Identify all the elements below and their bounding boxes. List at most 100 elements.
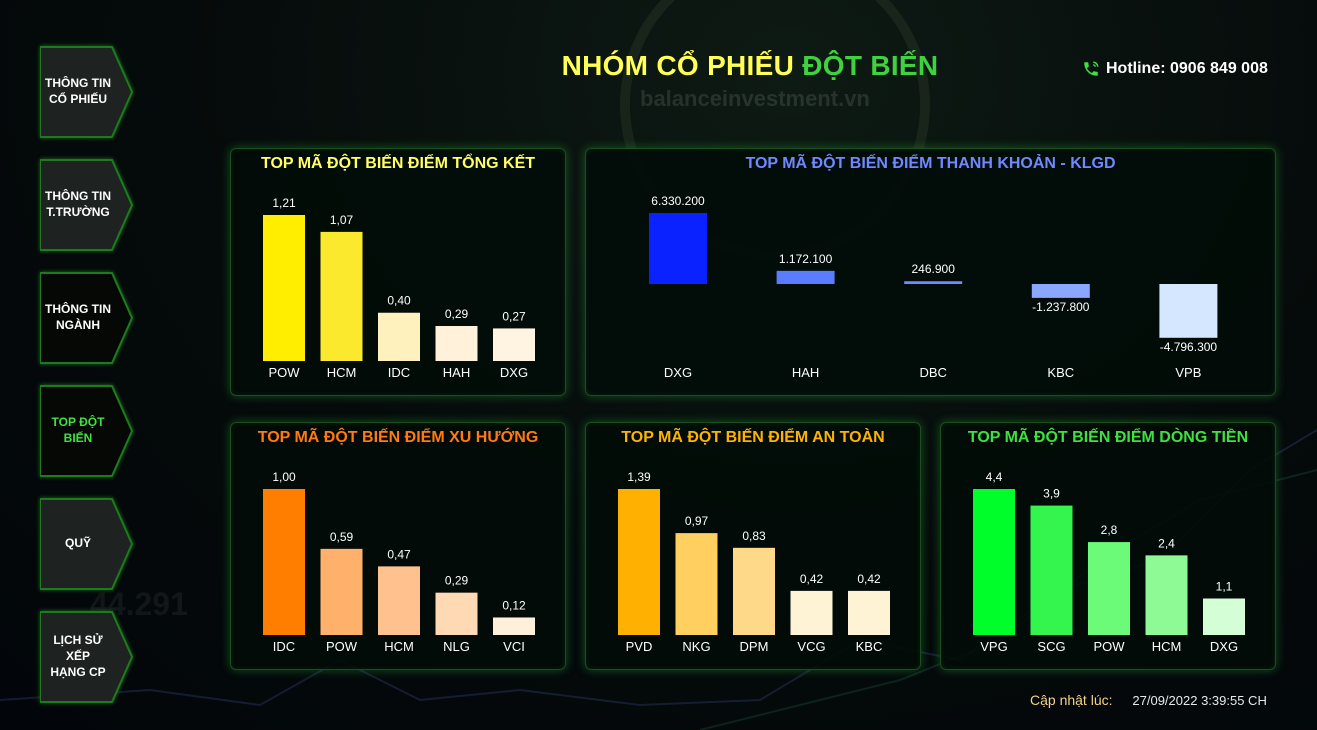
bar-vpg (973, 489, 1015, 635)
data-label: 1,39 (627, 470, 651, 484)
category-label: KBC (856, 639, 883, 654)
data-label: 1.172.100 (779, 252, 833, 266)
data-label: -4.796.300 (1160, 340, 1218, 354)
data-label: 0,40 (387, 294, 411, 308)
nav-label-line1: LỊCH SỬ XẾP (53, 633, 103, 663)
nav-label-line1: THÔNG TIN (45, 76, 111, 90)
data-label: 0,59 (330, 530, 354, 544)
category-label: PVD (626, 639, 653, 654)
category-label: DPM (740, 639, 769, 654)
hotline[interactable]: Hotline: 0906 849 008 (1082, 60, 1268, 78)
nav-lich-su-xep-hang[interactable]: LỊCH SỬ XẾP HẠNG CP (40, 611, 134, 703)
bar-pow (263, 215, 305, 361)
category-label: HAH (443, 365, 470, 380)
data-label: 0,12 (502, 598, 526, 612)
data-label: 6.330.200 (651, 194, 705, 208)
nav-tab-shape (40, 272, 134, 364)
category-label: VPG (980, 639, 1007, 654)
bar-hcm (378, 566, 420, 635)
nav-tab-shape (40, 159, 134, 251)
chart-tong-ket: 1,21 POW 1,07 HCM 0,40 IDC 0,29 HAH 0,27 DXG (263, 196, 535, 380)
category-label: DXG (664, 365, 692, 380)
bar-pow (320, 548, 363, 635)
category-label: VCG (797, 639, 825, 654)
category-label: POW (1093, 639, 1125, 654)
bar-idc (378, 312, 420, 361)
data-label: 1,21 (272, 196, 296, 210)
bar-dxg (649, 213, 707, 284)
bar-dpm (733, 547, 775, 635)
page-title-part2: ĐỘT BIẾN (802, 50, 939, 81)
bar-hcm (320, 231, 363, 361)
data-label: 3,9 (1043, 487, 1060, 501)
category-label: VPB (1175, 365, 1201, 380)
bar-vpb (1159, 284, 1218, 338)
data-label: 246.900 (912, 262, 956, 276)
category-label: HAH (792, 365, 819, 380)
data-label: -1.237.800 (1032, 300, 1090, 314)
nav-label: QUỸ (40, 498, 114, 588)
nav-label-line2: BIẾN (63, 431, 93, 445)
nav-label: THÔNG TIN NGÀNH (40, 272, 114, 362)
nav-thong-tin-thi-truong[interactable]: THÔNG TIN T.TRƯỜNG (40, 159, 134, 251)
chart-title: TOP MÃ ĐỘT BIẾN ĐIỂM AN TOÀN (621, 429, 885, 446)
data-label: 1,00 (272, 470, 296, 484)
data-label: 2,8 (1101, 523, 1118, 537)
nav-thong-tin-nganh[interactable]: THÔNG TIN NGÀNH (40, 272, 134, 364)
nav-label-line1: THÔNG TIN (45, 189, 111, 203)
chart-dong-tien: 4,4 VPG 3,9 SCG 2,8 POW 2,4 HCM 1,1 DXG (973, 470, 1245, 654)
data-label: 0,27 (502, 309, 526, 323)
chart-panel-xu-huong: TOP MÃ ĐỘT BIẾN ĐIỂM XU HƯỚNG 1,00 IDC 0,5… (230, 422, 566, 670)
data-label: 0,29 (445, 574, 469, 588)
chart-panel-dong-tien: TOP MÃ ĐỘT BIẾN ĐIỂM DÒNG TIỀN 4,4 VPG 3,9… (940, 422, 1276, 670)
data-label: 0,42 (857, 572, 881, 586)
nav-thong-tin-co-phieu[interactable]: THÔNG TIN CỔ PHIẾU (40, 46, 134, 138)
chart-thanh-khoan: 6.330.200 DXG 1.172.100 HAH 246.900 DBC -1.237… (649, 194, 1218, 380)
category-label: HCM (384, 639, 414, 654)
nav-label-line2: CỔ PHIẾU (48, 92, 107, 106)
nav-quy[interactable]: QUỸ (40, 498, 134, 590)
bar-vci (493, 617, 535, 635)
chart-panel-thanh-khoan: TOP MÃ ĐỘT BIẾN ĐIỂM THANH KHOẢN - KLGD … (585, 148, 1276, 396)
page-title: NHÓM CỔ PHIẾU ĐỘT BIẾN (480, 50, 1020, 82)
bar-pvd (618, 489, 660, 635)
bar-hcm (1145, 555, 1188, 635)
data-label: 0,97 (685, 514, 709, 528)
nav-label: TOP ĐỘT BIẾN (40, 385, 114, 475)
bar-nlg (435, 592, 478, 635)
nav-tab-shape (40, 46, 134, 138)
data-label: 2,4 (1158, 536, 1175, 550)
category-label: SCG (1037, 639, 1065, 654)
updated-label: Cập nhật lúc: (1030, 692, 1113, 708)
nav-tab-shape (40, 385, 134, 477)
category-label: HCM (327, 365, 357, 380)
bar-hah (776, 270, 835, 284)
nav-top-dot-bien[interactable]: TOP ĐỘT BIẾN (40, 385, 134, 477)
category-label: IDC (273, 639, 295, 654)
bar-dxg (1203, 598, 1245, 635)
chart-panel-tong-ket: TOP MÃ ĐỘT BIẾN ĐIỂM TỔNG KẾT 1,21 POW 1,0… (230, 148, 566, 396)
bar-dxg (493, 328, 535, 361)
data-label: 0,47 (387, 547, 411, 561)
data-label: 4,4 (986, 470, 1003, 484)
bar-nkg (675, 533, 718, 635)
category-label: VCI (503, 639, 525, 654)
hotline-text: Hotline: 0906 849 008 (1106, 60, 1268, 77)
bar-pow (1088, 542, 1130, 635)
last-updated: Cập nhật lúc: 27/09/2022 3:39:55 CH (1030, 692, 1267, 708)
chart-xu-huong: 1,00 IDC 0,59 POW 0,47 HCM 0,29 NLG 0,12 VCI (263, 470, 535, 654)
category-label: KBC (1047, 365, 1074, 380)
bar-hah (435, 326, 478, 361)
bar-dbc (904, 281, 963, 284)
bar-idc (263, 489, 305, 635)
category-label: DXG (1210, 639, 1238, 654)
category-label: DBC (919, 365, 946, 380)
chart-title: TOP MÃ ĐỘT BIẾN ĐIỂM THANH KHOẢN - KLGD (745, 155, 1116, 172)
category-label: DXG (500, 365, 528, 380)
category-label: IDC (388, 365, 410, 380)
chart-an-toan: 1,39 PVD 0,97 NKG 0,83 DPM 0,42 VCG 0,42 KBC (618, 470, 890, 654)
watermark-text: balanceinvestment.vn (640, 86, 870, 111)
category-label: NLG (443, 639, 470, 654)
chart-title: TOP MÃ ĐỘT BIẾN ĐIỂM DÒNG TIỀN (967, 429, 1249, 446)
category-label: POW (268, 365, 300, 380)
